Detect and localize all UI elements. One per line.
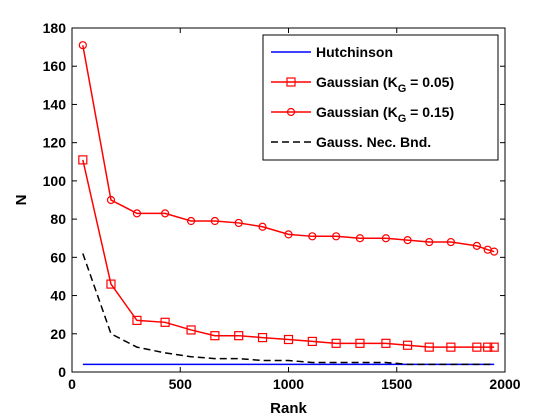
data-point-circle (186, 216, 196, 226)
data-point-square (283, 334, 294, 345)
x-axis-title: Rank (270, 400, 307, 417)
data-point-square (78, 155, 88, 165)
y-axis-title: N (13, 195, 30, 206)
data-point-square (402, 340, 413, 350)
data-point-circle (132, 209, 142, 218)
data-point-circle (308, 232, 317, 241)
legend-label: Gaussian (KG = 0.15) (316, 104, 454, 125)
data-point-circle (78, 41, 87, 50)
y-tick-label: 20 (50, 326, 66, 342)
data-point-circle (284, 230, 293, 239)
y-tick-label: 60 (50, 249, 66, 265)
ticks-layer: 0 500 1000 1500 2000 0 20 40 60 80 100 120 140 160 180 (43, 20, 521, 392)
data-point-circle (106, 195, 116, 205)
data-point-circle (403, 236, 412, 245)
x-tick-label: 0 (68, 376, 76, 392)
y-tick-label: 180 (43, 20, 67, 36)
data-point-square (186, 325, 196, 335)
x-tick-label: 1500 (381, 376, 412, 392)
data-point-square (234, 331, 244, 341)
data-point-circle (234, 218, 243, 228)
data-point-square (381, 338, 391, 348)
series-line (82, 45, 495, 253)
data-point-circle (490, 247, 499, 256)
legend-label-tail: = 0.05) (406, 74, 454, 90)
data-point-square (331, 338, 341, 348)
y-tick-label: 80 (50, 211, 66, 227)
data-point-square (307, 336, 317, 347)
data-point-circle (381, 234, 391, 243)
y-tick-label: 100 (43, 173, 67, 189)
data-point-circle (258, 222, 267, 231)
legend-label: Hutchinson (316, 44, 393, 60)
series-3 (82, 253, 495, 366)
x-tick-label: 1000 (273, 376, 304, 392)
legend-label-main: Gauss. Nec. Bnd. (316, 134, 431, 150)
data-point-circle (446, 237, 455, 247)
legend-label-subscript: G (398, 113, 407, 125)
y-tick-label: 120 (43, 135, 67, 151)
data-point-circle (425, 237, 434, 247)
series-2 (78, 41, 499, 256)
data-point-square (483, 342, 493, 352)
data-point-square (132, 315, 142, 325)
data-point-circle (332, 232, 341, 241)
data-point-square (424, 342, 434, 352)
legend-label: Gaussian (KG = 0.05) (316, 74, 454, 95)
data-point-square (472, 342, 482, 352)
data-point-square (210, 331, 220, 341)
legend-label: Gauss. Nec. Bnd. (316, 134, 431, 150)
legend-label-main: Gaussian (K (316, 104, 398, 120)
x-tick-label: 500 (169, 376, 193, 392)
data-point-circle (355, 234, 365, 243)
series-line (82, 159, 495, 348)
legend-label-tail: = 0.15) (406, 104, 454, 120)
legend-box (262, 34, 499, 161)
y-tick-label: 0 (58, 364, 66, 380)
legend-marker-square (286, 77, 296, 87)
series-layer (78, 41, 499, 366)
data-point-circle (210, 216, 219, 226)
y-tick-label: 40 (50, 288, 66, 304)
data-point-square (257, 333, 268, 343)
legend-label-subscript: G (398, 83, 407, 95)
data-point-circle (472, 241, 481, 250)
data-point-square (355, 338, 365, 348)
series-1 (78, 155, 499, 352)
data-point-square (446, 342, 456, 352)
data-point-square (106, 279, 116, 289)
y-tick-label: 140 (43, 96, 67, 112)
x-tick-label: 2000 (489, 376, 520, 392)
y-tick-label: 160 (43, 58, 67, 74)
series-line (82, 253, 495, 366)
data-point-circle (160, 209, 170, 218)
legend-label-main: Hutchinson (316, 44, 393, 60)
legend-label-main: Gaussian (K (316, 74, 398, 90)
data-point-square (160, 317, 170, 327)
data-point-square (489, 342, 499, 352)
legend-marker-circle (286, 107, 296, 117)
